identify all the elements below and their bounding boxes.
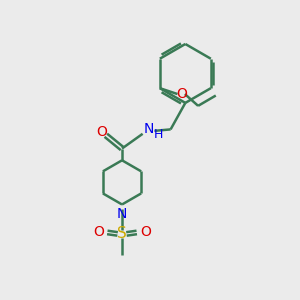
Text: O: O: [96, 125, 107, 139]
Text: O: O: [176, 87, 188, 101]
Text: O: O: [140, 225, 151, 239]
Text: S: S: [117, 226, 127, 242]
Text: N: N: [117, 207, 127, 221]
Text: H: H: [154, 128, 164, 141]
Text: N: N: [143, 122, 154, 136]
Text: O: O: [93, 225, 104, 239]
